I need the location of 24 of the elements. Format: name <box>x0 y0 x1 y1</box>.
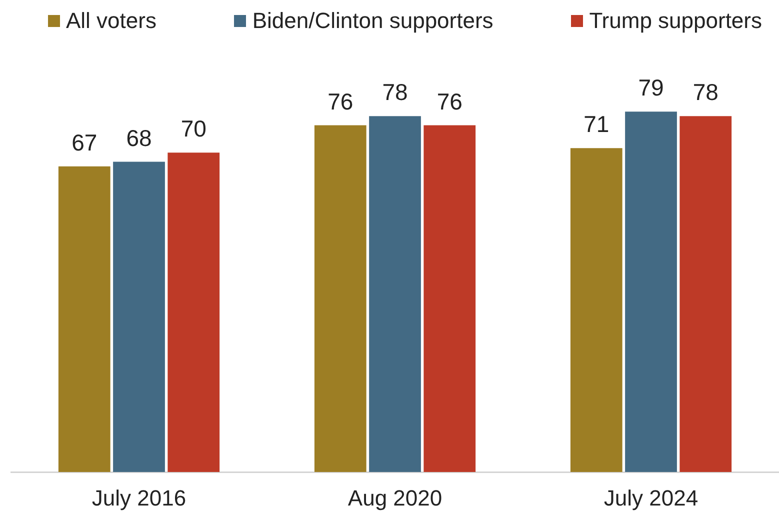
x-tick-label: July 2016 <box>92 485 186 510</box>
bar <box>570 148 622 472</box>
data-label: 71 <box>584 111 610 138</box>
data-label: 76 <box>436 88 462 114</box>
bar <box>680 116 732 472</box>
data-label: 78 <box>382 79 408 106</box>
legend-label: Trump supporters <box>589 8 762 34</box>
bar <box>58 166 110 472</box>
legend-label: Biden/Clinton supporters <box>252 8 494 34</box>
bar <box>168 152 220 472</box>
data-label: 78 <box>692 79 718 106</box>
bar <box>113 162 165 472</box>
data-label: 79 <box>638 74 664 101</box>
bar <box>424 125 476 472</box>
data-label: 76 <box>328 88 354 114</box>
bar <box>625 112 677 472</box>
data-label: 67 <box>72 129 98 156</box>
legend-label: All voters <box>66 8 156 34</box>
x-tick-label: July 2024 <box>604 485 698 510</box>
data-label: 68 <box>126 124 152 151</box>
bar <box>314 125 366 472</box>
data-label: 70 <box>180 116 206 142</box>
bar <box>369 116 421 472</box>
x-tick-label: Aug 2020 <box>348 485 442 510</box>
